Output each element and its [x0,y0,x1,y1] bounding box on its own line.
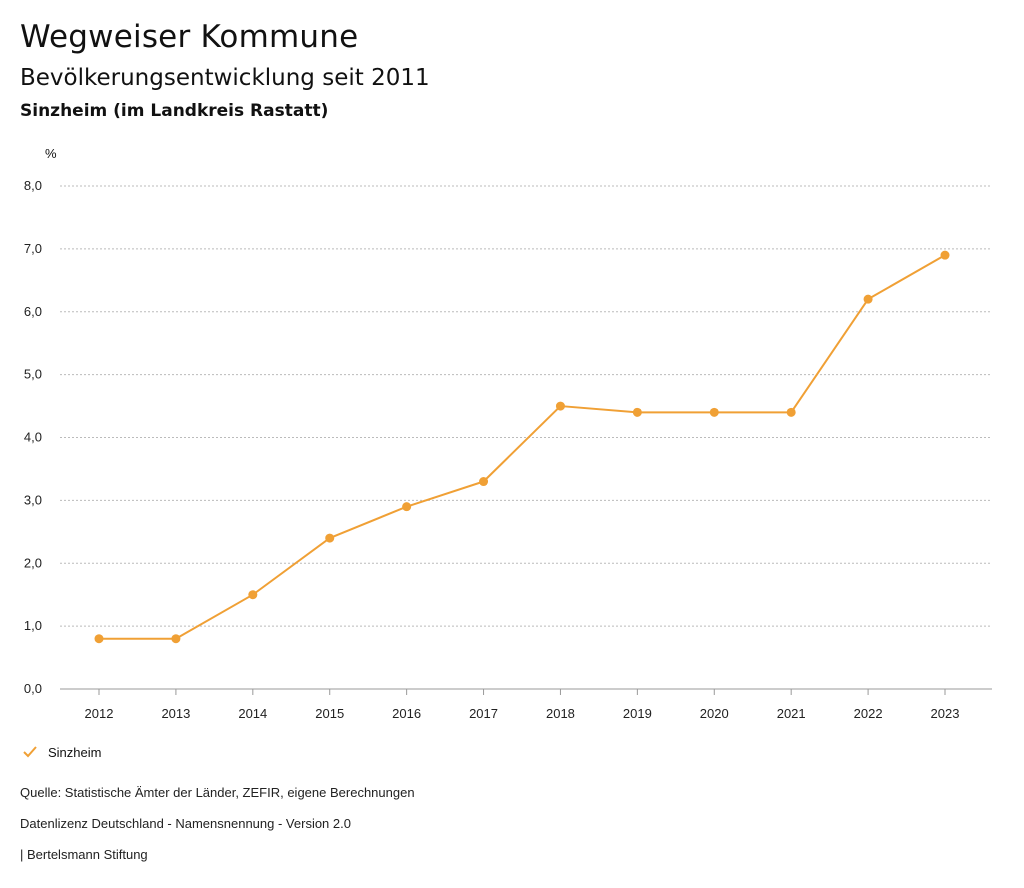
data-point[interactable] [325,533,335,543]
page-title: Wegweiser Kommune [20,19,359,55]
y-axis-unit: % [45,146,57,161]
data-point[interactable] [940,250,950,260]
y-tick-label: 7,0 [24,241,42,256]
data-point[interactable] [863,294,873,304]
data-point[interactable] [786,407,796,417]
x-tick-label: 2016 [392,706,421,721]
x-tick-label: 2022 [854,706,883,721]
data-point[interactable] [94,634,104,644]
region-label: Sinzheim (im Landkreis Rastatt) [20,101,329,121]
checkmark-icon [23,746,37,758]
source-note: Quelle: Statistische Ämter der Länder, Z… [20,785,415,800]
x-tick-label: 2023 [931,706,960,721]
chart-subtitle: Bevölkerungsentwicklung seit 2011 [20,65,430,91]
chart-header: Wegweiser Kommune Bevölkerungsentwicklun… [20,18,430,122]
x-tick-label: 2018 [546,706,575,721]
y-tick-label: 4,0 [24,430,42,445]
series-line [99,254,946,640]
license-note: Datenlizenz Deutschland - Namensnennung … [20,816,351,831]
y-tick-label: 5,0 [24,367,42,382]
x-tick-label: 2012 [85,706,114,721]
x-tick-label: 2020 [700,706,729,721]
data-point[interactable] [402,502,412,512]
y-tick-label: 2,0 [24,555,42,570]
x-tick-label: 2013 [161,706,190,721]
y-tick-label: 1,0 [24,618,42,633]
x-tick-label: 2015 [315,706,344,721]
y-tick-label: 0,0 [24,681,42,696]
organization-credit: | Bertelsmann Stiftung [20,847,148,862]
data-point[interactable] [632,407,642,417]
x-tick-label: 2021 [777,706,806,721]
legend[interactable]: Sinzheim [22,744,101,760]
data-point[interactable] [171,634,181,644]
y-tick-label: 8,0 [24,178,42,193]
x-tick-label: 2014 [238,706,267,721]
data-point[interactable] [709,407,719,417]
y-tick-label: 6,0 [24,304,42,319]
data-point[interactable] [555,401,565,411]
x-tick-label: 2019 [623,706,652,721]
data-point[interactable] [479,477,489,487]
x-tick-label: 2017 [469,706,498,721]
legend-item-sinzheim: Sinzheim [48,744,102,760]
line-chart: 0,0 1,0 2,0 3,0 4,0 5,0 6,0 7,0 8,0 2012 2013 2014 2… [24,178,992,721]
y-tick-label: 3,0 [24,492,42,507]
data-point[interactable] [248,590,258,600]
